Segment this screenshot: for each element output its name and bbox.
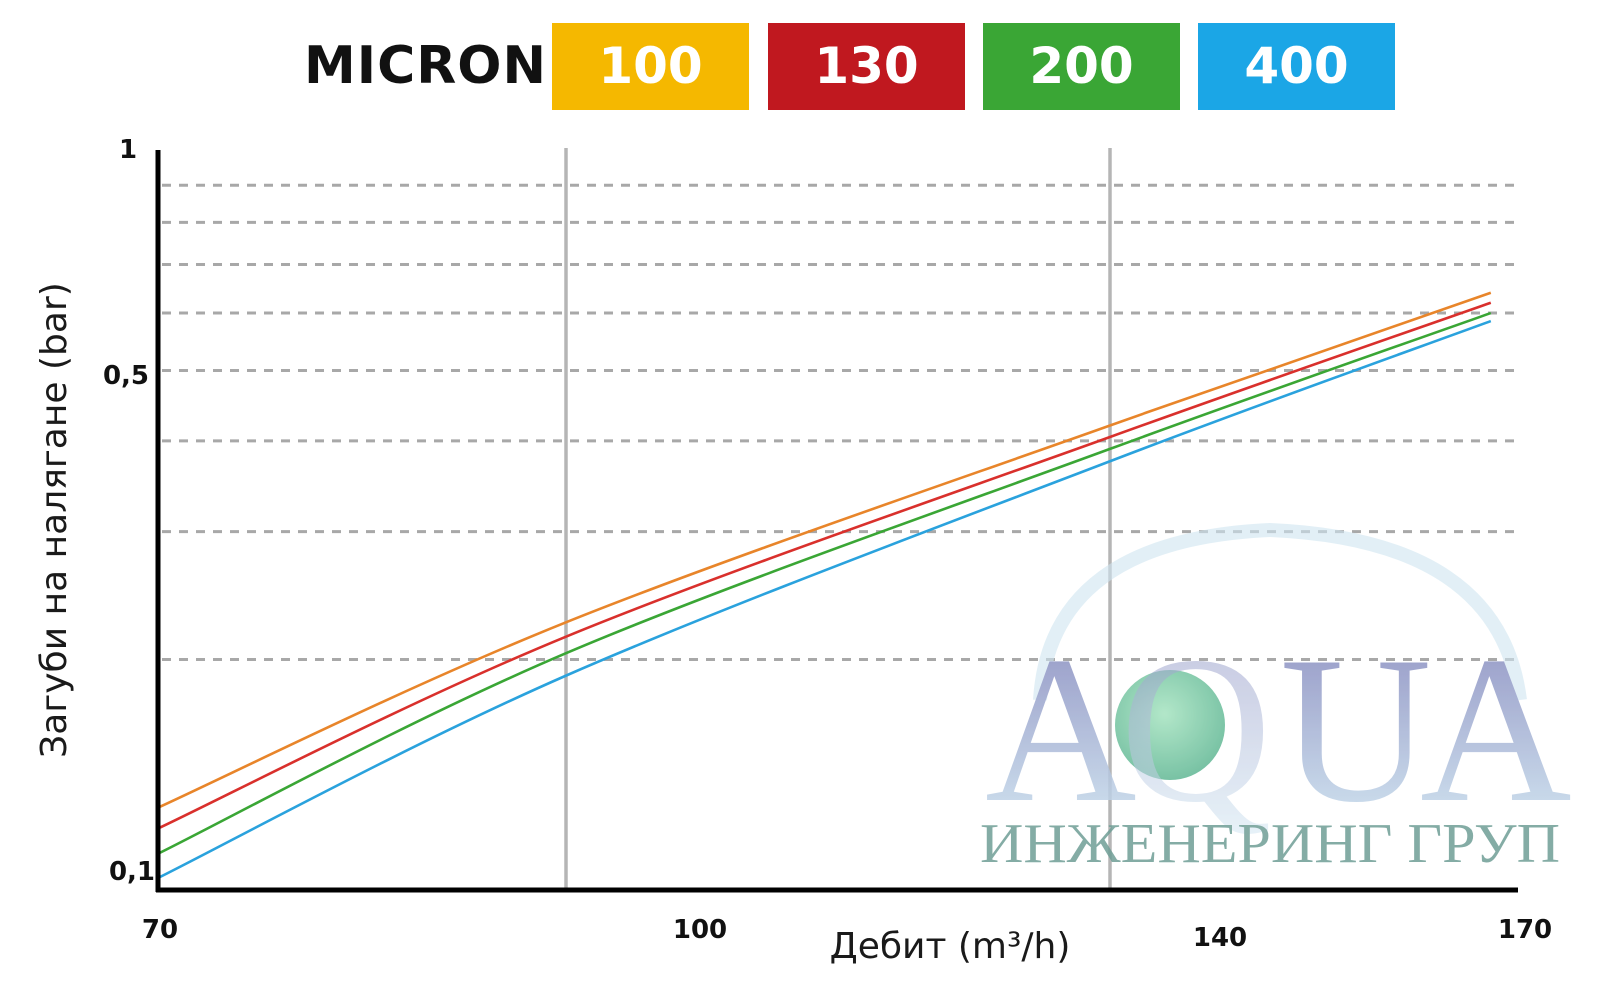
watermark-letter-q: Q xyxy=(1120,614,1272,846)
series-lines xyxy=(157,291,1492,880)
watermark-letter-u: U xyxy=(1280,614,1432,846)
x-tick-label-3: 170 xyxy=(1498,915,1552,945)
x-tick-label-2: 140 xyxy=(1193,923,1247,953)
series-line-400 xyxy=(157,319,1492,880)
y-axis-title: Загуби на налягане (bar) xyxy=(34,282,75,758)
series-line-200 xyxy=(157,311,1492,855)
legend: MICRON 100 130 200 400 xyxy=(0,0,1600,120)
legend-title: MICRON xyxy=(304,36,548,96)
x-tick-label-1: 100 xyxy=(673,915,727,945)
y-tick-label-2: 0,1 xyxy=(109,857,155,887)
watermark-subtitle: ИНЖЕНЕРИНГ ГРУП xyxy=(980,813,1560,875)
legend-item-400: 400 xyxy=(1198,23,1395,110)
watermark-logo: A Q U A ИНЖЕНЕРИНГ ГРУП xyxy=(980,522,1572,875)
series-line-100 xyxy=(157,291,1492,809)
series-line-130 xyxy=(157,301,1492,830)
y-tick-label-0: 1 xyxy=(119,135,137,165)
legend-item-100: 100 xyxy=(552,23,749,110)
x-axis-title: Дебит (m³/h) xyxy=(830,926,1071,967)
legend-item-200: 200 xyxy=(983,23,1180,110)
grid xyxy=(162,148,1518,890)
watermark-bubble-arc xyxy=(1033,522,1527,701)
watermark-letter-a: A xyxy=(985,614,1137,846)
legend-item-130: 130 xyxy=(768,23,965,110)
y-tick-label-1: 0,5 xyxy=(103,361,149,391)
watermark-letter-a2: A xyxy=(1420,614,1572,846)
tick-labels: 1 0,5 0,1 70 100 140 170 xyxy=(103,135,1552,953)
x-tick-label-0: 70 xyxy=(142,915,178,945)
watermark-drop-icon xyxy=(1115,670,1225,780)
